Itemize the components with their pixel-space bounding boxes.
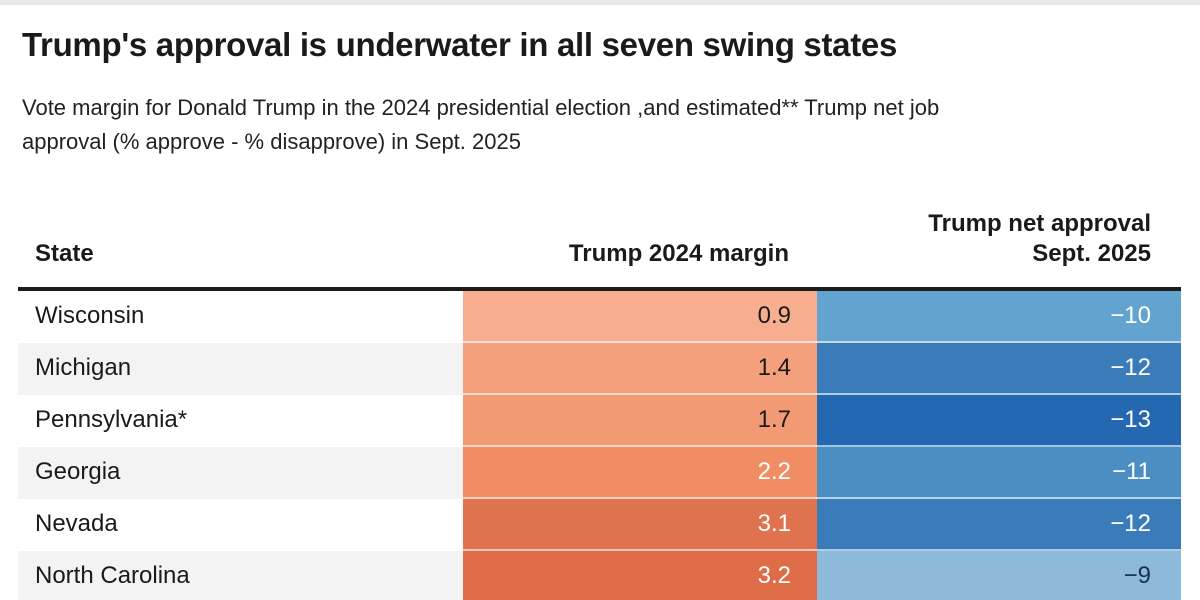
page-subtitle: Vote margin for Donald Trump in the 2024… — [22, 95, 940, 154]
page-title: Trump's approval is underwater in all se… — [22, 26, 898, 63]
top-strip — [0, 0, 1200, 5]
margin-cell: 3.2 — [463, 551, 817, 600]
approval-cell: −10 — [817, 291, 1181, 343]
column-header-state: State — [35, 240, 94, 267]
approval-cell: −11 — [817, 447, 1181, 499]
table-row: Michigan 1.4 −12 — [18, 343, 1181, 395]
table-row: Nevada 3.1 −12 — [18, 499, 1181, 551]
margin-cell: 3.1 — [463, 499, 817, 551]
margin-cell: 1.4 — [463, 343, 817, 395]
approval-cell: −9 — [817, 551, 1181, 600]
approval-cell: −12 — [817, 343, 1181, 395]
state-cell: Georgia — [18, 447, 463, 499]
table-row: Wisconsin 0.9 −10 — [18, 291, 1181, 343]
table-row: Georgia 2.2 −11 — [18, 447, 1181, 499]
margin-cell: 2.2 — [463, 447, 817, 499]
margin-cell: 1.7 — [463, 395, 817, 447]
margin-cell: 0.9 — [463, 291, 817, 343]
table-header-row: State Trump 2024 margin Trump net approv… — [18, 209, 1181, 291]
table-row: Pennsylvania* 1.7 −13 — [18, 395, 1181, 447]
column-header-approval: Trump net approval Sept. 2025 — [928, 210, 1151, 267]
table-row: North Carolina 3.2 −9 — [18, 551, 1181, 600]
state-cell: Michigan — [18, 343, 463, 395]
state-cell: Nevada — [18, 499, 463, 551]
swing-states-table: State Trump 2024 margin Trump net approv… — [18, 209, 1181, 600]
state-cell: North Carolina — [18, 551, 463, 600]
state-cell: Pennsylvania* — [18, 395, 463, 447]
approval-cell: −13 — [817, 395, 1181, 447]
approval-cell: −12 — [817, 499, 1181, 551]
column-header-margin: Trump 2024 margin — [568, 240, 789, 267]
state-cell: Wisconsin — [18, 291, 463, 343]
